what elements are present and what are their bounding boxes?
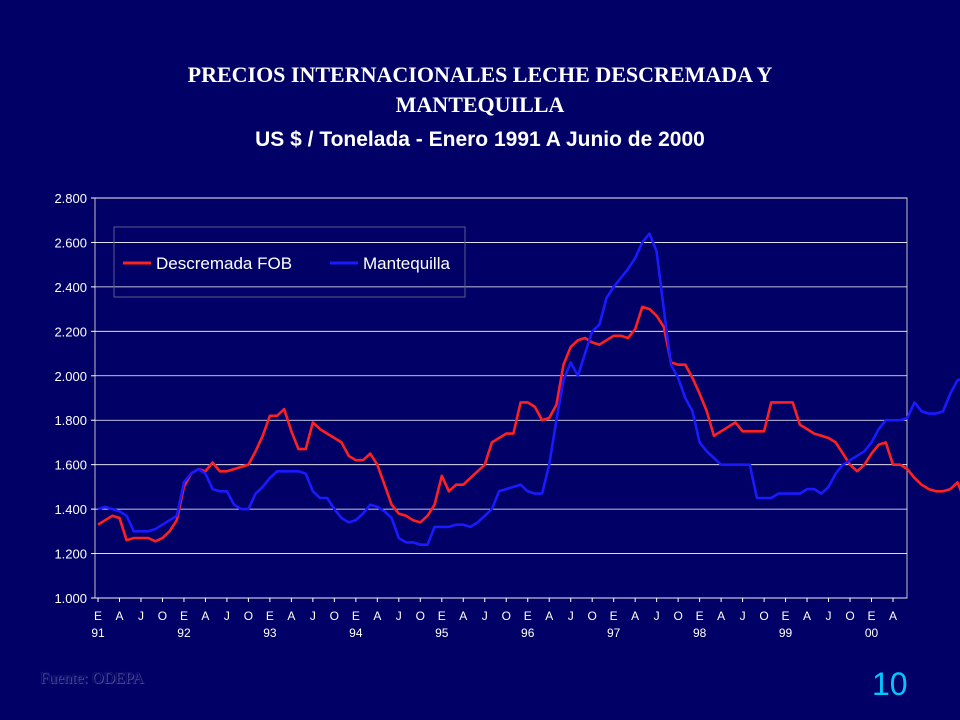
chart-title-line1: PRECIOS INTERNACIONALES LECHE DESCREMADA… [187,62,773,87]
x-tick-label: O [502,609,511,623]
x-tick-label: O [673,609,682,623]
x-tick-label: E [782,609,790,623]
x-tick-label: E [266,609,274,623]
x-tick-label: J [138,609,144,623]
x-year-label: 96 [521,626,535,640]
x-tick-label: J [482,609,488,623]
legend-box [113,226,466,298]
y-tick-label: 2.600 [54,235,87,250]
chart-title: PRECIOS INTERNACIONALES LECHE DESCREMADA… [0,60,960,120]
x-tick-label: E [438,609,446,623]
plot-area [94,197,908,599]
x-tick-label: J [310,609,316,623]
x-year-label: 94 [349,626,363,640]
x-tick-label: J [224,609,230,623]
page-number: 10 [872,666,908,702]
x-tick-label: J [396,609,402,623]
y-tick-label: 2.400 [54,280,87,295]
x-year-label: 98 [693,626,707,640]
series-line-mantequilla [97,232,960,547]
series-line-descremada [97,305,960,543]
x-tick-label: E [524,609,532,623]
x-tick-label: J [826,609,832,623]
x-tick-label: O [416,609,425,623]
x-tick-label: O [588,609,597,623]
x-year-label: 97 [607,626,621,640]
y-tick-label: 2.800 [54,191,87,206]
x-tick-label: J [740,609,746,623]
x-tick-label: O [759,609,768,623]
x-tick-label: O [158,609,167,623]
x-tick-label: A [373,609,381,623]
x-tick-label: E [352,609,360,623]
x-tick-label: J [654,609,660,623]
y-tick-label: 2.200 [54,324,87,339]
x-tick-label: A [545,609,553,623]
legend-label: Mantequilla [363,254,450,273]
x-tick-label: A [287,609,295,623]
x-year-label: 95 [435,626,449,640]
source-note: Fuente: ODEPA [40,670,144,687]
x-tick-label: A [631,609,639,623]
x-tick-label: E [868,609,876,623]
y-tick-label: 1.600 [54,458,87,473]
y-tick-label: 1.400 [54,502,87,517]
x-tick-label: A [717,609,725,623]
x-tick-label: E [610,609,618,623]
x-tick-label: O [845,609,854,623]
x-year-label: 91 [91,626,105,640]
x-tick-label: E [94,609,102,623]
x-tick-label: A [115,609,123,623]
y-tick-label: 1.800 [54,413,87,428]
x-tick-label: E [180,609,188,623]
x-tick-label: O [244,609,253,623]
x-year-label: 93 [263,626,277,640]
x-year-label: 99 [779,626,793,640]
y-tick-label: 2.000 [54,369,87,384]
y-tick-label: 1.200 [54,547,87,562]
chart-subtitle: US $ / Tonelada - Enero 1991 A Junio de … [255,128,705,151]
x-tick-label: A [201,609,209,623]
x-year-label: 92 [177,626,191,640]
legend-label: Descremada FOB [156,254,292,273]
y-tick-label: 1.000 [54,591,87,606]
x-tick-label: A [889,609,897,623]
x-tick-label: A [459,609,467,623]
x-year-label: 00 [865,626,879,640]
x-tick-label: A [803,609,811,623]
chart-title-line2: MANTEQUILLA [395,92,565,117]
x-tick-label: J [568,609,574,623]
x-tick-label: E [696,609,704,623]
x-tick-label: O [330,609,339,623]
